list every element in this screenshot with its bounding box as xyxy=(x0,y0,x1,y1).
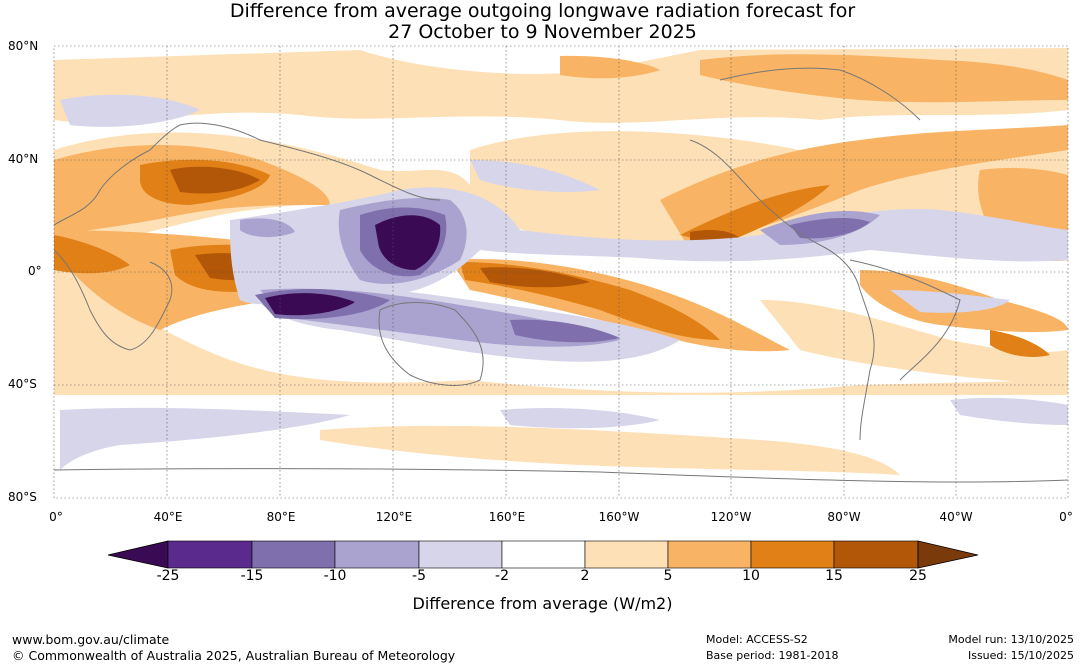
lon-label-40w: 40°W xyxy=(939,510,973,524)
lat-label-80n: 80°N xyxy=(8,39,39,53)
colorbar-tick-label: 2 xyxy=(580,568,590,584)
lon-label-160e: 160°E xyxy=(488,510,526,524)
footer-copyright: © Commonwealth of Australia 2025, Austra… xyxy=(12,648,456,663)
anomaly-darkest-purple xyxy=(265,215,441,316)
lon-label-80w: 80°W xyxy=(827,510,861,524)
lat-label-40s: 40°S xyxy=(8,377,37,391)
colorbar-tick-label: 25 xyxy=(909,568,927,584)
colorbar-tick-label: -10 xyxy=(323,568,347,584)
colorbar xyxy=(107,540,979,569)
lon-label-80e: 80°E xyxy=(266,510,296,524)
lat-label-40n: 40°N xyxy=(8,152,39,166)
lon-label-0: 0° xyxy=(49,510,63,524)
colorbar-swatch xyxy=(667,540,752,569)
colorbar-swatch xyxy=(833,540,919,569)
colorbar-swatch xyxy=(167,540,253,569)
colorbar-swatch xyxy=(334,540,420,569)
footer-model-run: Model run: 13/10/2025 xyxy=(948,633,1074,646)
footer-base-period: Base period: 1981-2018 xyxy=(706,649,839,662)
lon-label-120e: 120°E xyxy=(375,510,413,524)
colorbar-tick-label: -25 xyxy=(156,568,180,584)
lon-label-160w: 160°W xyxy=(598,510,640,524)
colorbar-swatch xyxy=(418,540,503,569)
colorbar-tick-label: 5 xyxy=(663,568,673,584)
lon-label-120w: 120°W xyxy=(710,510,752,524)
colorbar-swatch xyxy=(584,540,669,569)
colorbar-title: Difference from average (W/m2) xyxy=(412,594,673,613)
colorbar-tick-label: -2 xyxy=(495,568,509,584)
colorbar-swatch xyxy=(501,540,586,569)
coastlines xyxy=(54,67,1068,483)
footer-model: Model: ACCESS-S2 xyxy=(706,633,808,646)
colorbar-left-arrow xyxy=(107,540,169,569)
map-frame xyxy=(53,45,1069,499)
colorbar-tick-label: -15 xyxy=(240,568,264,584)
footer-issued: Issued: 15/10/2025 xyxy=(967,649,1074,662)
colorbar-swatch xyxy=(750,540,835,569)
lon-label-40e: 40°E xyxy=(153,510,183,524)
lon-label-0-east: 0° xyxy=(1059,510,1073,524)
colorbar-tick-label: 10 xyxy=(742,568,760,584)
map-title-line1: Difference from average outgoing longwav… xyxy=(229,0,856,22)
colorbar-tick-label: -5 xyxy=(412,568,426,584)
colorbar-swatch xyxy=(251,540,336,569)
lat-label-0: 0° xyxy=(28,264,42,278)
colorbar-tick-label: 15 xyxy=(825,568,843,584)
map-title-line2: 27 October to 9 November 2025 xyxy=(388,21,697,43)
colorbar-right-arrow xyxy=(917,540,979,569)
footer-website: www.bom.gov.au/climate xyxy=(12,632,170,647)
graticule xyxy=(54,46,1068,498)
lat-label-80s: 80°S xyxy=(8,490,37,504)
